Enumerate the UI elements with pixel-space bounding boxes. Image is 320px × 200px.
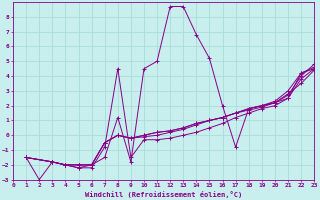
X-axis label: Windchill (Refroidissement éolien,°C): Windchill (Refroidissement éolien,°C)	[85, 191, 242, 198]
